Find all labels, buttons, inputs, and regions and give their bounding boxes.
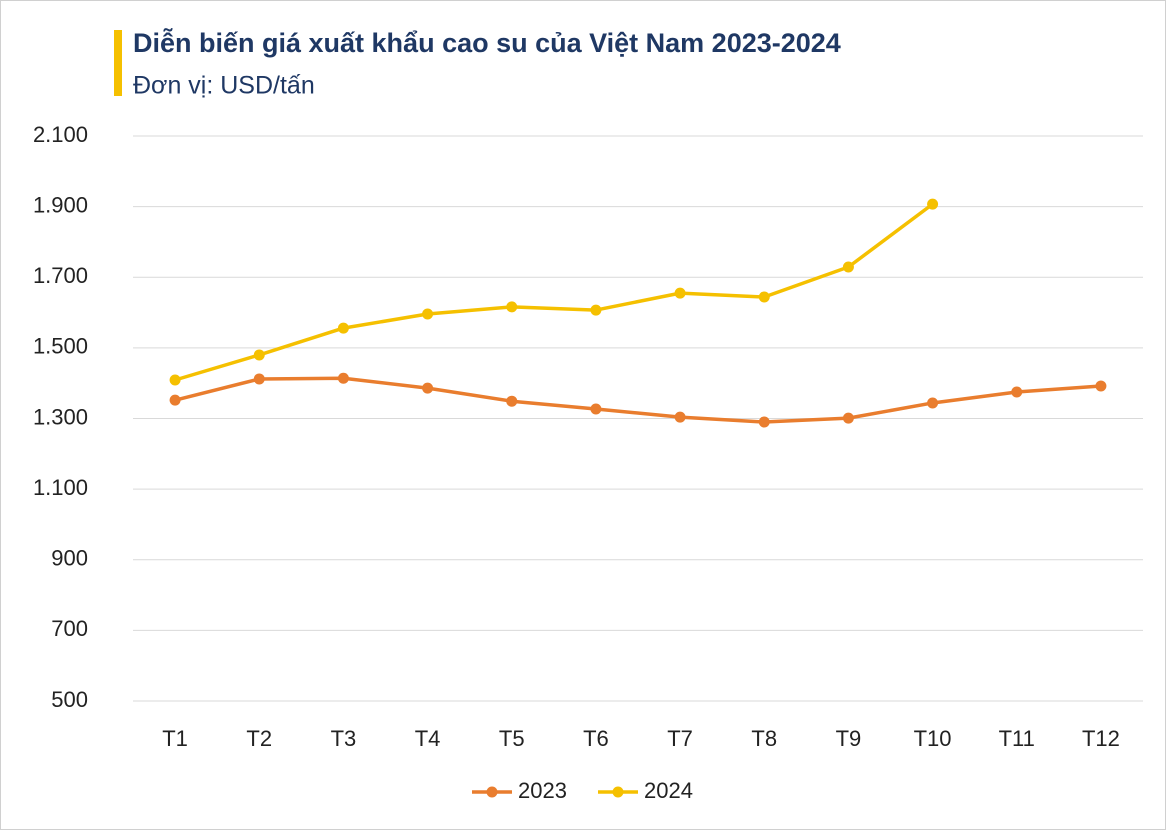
x-tick-label: T7 (667, 726, 693, 751)
y-tick-label: 900 (51, 546, 88, 571)
y-tick-label: 1.500 (33, 334, 88, 359)
x-tick-label: T1 (162, 726, 188, 751)
title-accent (114, 30, 122, 96)
x-tick-label: T5 (499, 726, 525, 751)
data-point (927, 397, 939, 409)
legend-label: 2023 (518, 778, 567, 803)
legend-marker (612, 786, 624, 798)
data-point (758, 416, 770, 428)
data-point (337, 322, 349, 334)
data-point (674, 287, 686, 299)
x-tick-label: T3 (331, 726, 357, 751)
y-tick-label: 700 (51, 616, 88, 641)
data-point (590, 304, 602, 316)
x-tick-label: T11 (999, 726, 1035, 751)
data-point (169, 394, 181, 406)
data-point (253, 349, 265, 361)
data-point (337, 372, 349, 384)
y-tick-label: 1.900 (33, 192, 88, 217)
data-point (422, 308, 434, 320)
data-point (842, 412, 854, 424)
data-point (927, 198, 939, 210)
chart-subtitle: Đơn vị: USD/tấn (133, 72, 315, 100)
data-point (590, 403, 602, 415)
data-point (253, 373, 265, 385)
x-tick-label: T10 (914, 726, 952, 751)
x-tick-label: T9 (836, 726, 862, 751)
y-tick-label: 1.100 (33, 475, 88, 500)
x-tick-label: T8 (751, 726, 777, 751)
series-line (174, 202, 934, 382)
data-point (842, 261, 854, 273)
data-point (1011, 386, 1023, 398)
x-tick-label: T2 (246, 726, 272, 751)
y-tick-label: 1.300 (33, 404, 88, 429)
legend-marker (486, 786, 498, 798)
x-tick-label: T6 (583, 726, 609, 751)
data-point (422, 382, 434, 394)
chart-title: Diễn biến giá xuất khẩu cao su của Việt … (133, 27, 841, 58)
data-point (506, 395, 518, 407)
y-tick-label: 500 (51, 687, 88, 712)
y-tick-label: 2.100 (33, 122, 88, 147)
data-point (506, 301, 518, 313)
y-tick-label: 1.700 (33, 263, 88, 288)
x-tick-label: T12 (1082, 726, 1120, 751)
data-point (674, 411, 686, 423)
series-line (174, 376, 1102, 424)
legend-label: 2024 (644, 778, 693, 803)
data-point (1095, 380, 1107, 392)
data-point (758, 291, 770, 303)
data-point (169, 374, 181, 386)
x-tick-label: T4 (415, 726, 441, 751)
